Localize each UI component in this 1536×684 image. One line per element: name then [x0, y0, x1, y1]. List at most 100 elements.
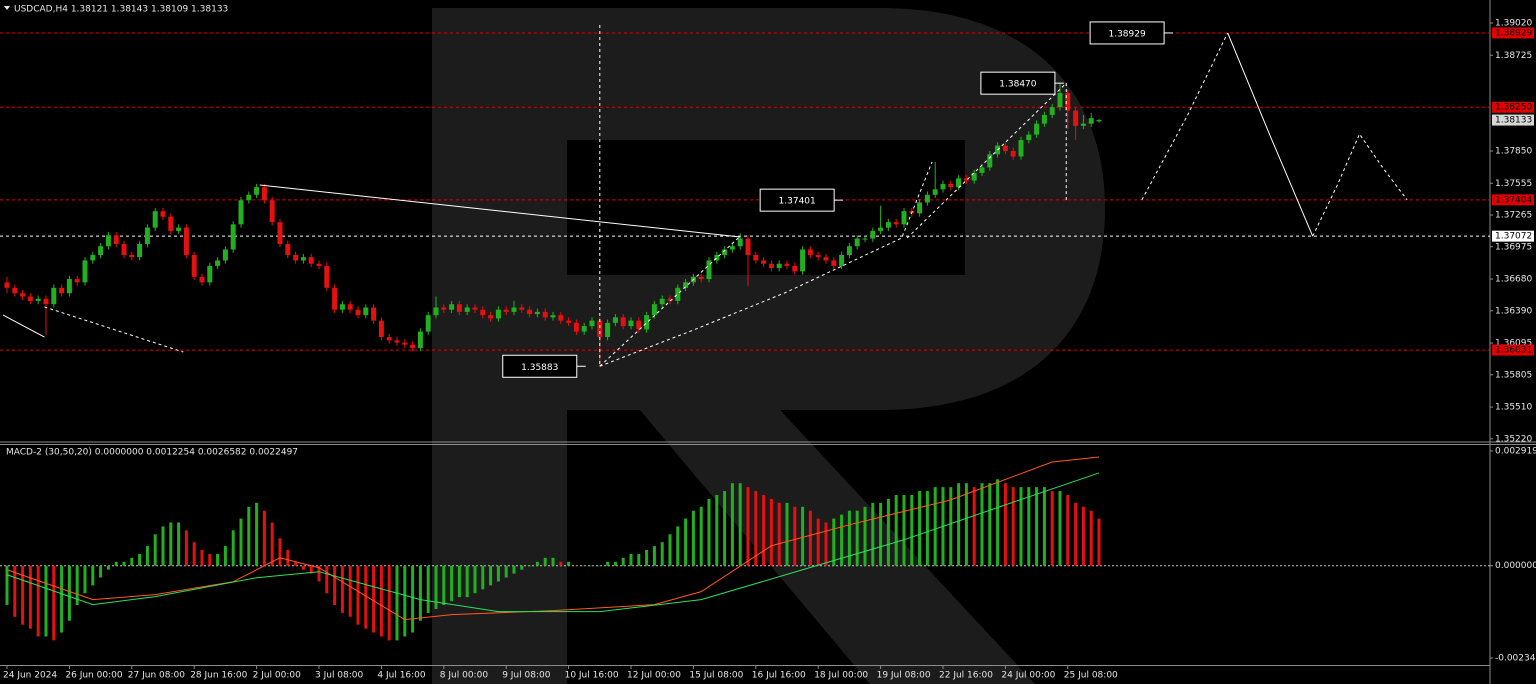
- macd-bar: [208, 553, 212, 566]
- candle-body: [137, 244, 143, 258]
- macd-bar: [1050, 491, 1054, 566]
- candle-body: [66, 279, 72, 294]
- macd-bar: [738, 483, 742, 566]
- macd-bar: [715, 494, 719, 566]
- macd-bar: [590, 565, 594, 567]
- macd-bar: [309, 565, 313, 574]
- macd-bar: [426, 565, 430, 613]
- candle-body: [683, 282, 689, 288]
- macd-bar: [496, 565, 500, 582]
- macd-bar: [177, 522, 181, 566]
- candle-body: [776, 263, 782, 269]
- price-label-box: [1492, 230, 1534, 242]
- candle-body: [495, 309, 501, 319]
- candle-body: [90, 254, 96, 261]
- macd-bar: [1019, 487, 1023, 566]
- candle-body: [144, 227, 150, 245]
- x-tick-label: 10 Jul 16:00: [565, 671, 619, 681]
- macd-bar: [138, 553, 142, 566]
- macd-bar: [114, 561, 118, 566]
- macd-bar: [574, 565, 578, 567]
- candle-body: [355, 309, 361, 316]
- trend-line: [259, 184, 741, 238]
- macd-bar: [91, 565, 95, 586]
- candle-body: [1010, 151, 1016, 157]
- candle-body: [183, 227, 189, 255]
- candle-body: [316, 263, 322, 266]
- annotation-label: 1.35883: [521, 363, 558, 373]
- macd-bar: [1089, 510, 1093, 566]
- candle-body: [293, 254, 299, 261]
- macd-bar: [535, 561, 539, 566]
- candle-body: [121, 244, 127, 255]
- macd-bar: [239, 518, 243, 566]
- macd-bar: [684, 518, 688, 566]
- x-tick-label: 3 Jul 08:00: [315, 671, 364, 681]
- candle-body: [940, 183, 946, 190]
- macd-bar: [730, 483, 734, 566]
- macd-bar: [278, 538, 282, 566]
- macd-bar: [793, 506, 797, 566]
- macd-bar: [918, 491, 922, 566]
- candle-body: [636, 320, 642, 330]
- macd-bar: [652, 546, 656, 566]
- candle-body: [277, 222, 283, 245]
- candle-body: [324, 265, 330, 288]
- macd-bar: [1003, 483, 1007, 566]
- x-tick-label: 22 Jul 16:00: [939, 671, 993, 681]
- macd-bar: [473, 565, 477, 594]
- macd-bar: [933, 487, 937, 566]
- macd-bar: [543, 557, 547, 566]
- macd-bar: [340, 565, 344, 613]
- candle-body: [152, 211, 158, 228]
- price-label: 1.37072: [1495, 232, 1532, 242]
- macd-bar: [645, 550, 649, 566]
- macd-bar: [457, 565, 461, 598]
- candle-body: [807, 249, 813, 255]
- candle-body: [971, 172, 977, 181]
- macd-bar: [317, 565, 321, 582]
- candle-body: [1088, 118, 1094, 124]
- macd-bar: [832, 518, 836, 566]
- candle-body: [612, 317, 618, 323]
- price-label: 1.38250: [1495, 103, 1532, 113]
- macd-bar: [894, 494, 898, 566]
- macd-y-tick-label: 0.0000000: [1495, 561, 1536, 571]
- x-tick-label: 12 Jul 00:00: [627, 671, 681, 681]
- candle-body: [207, 265, 213, 283]
- macd-bar: [699, 506, 703, 566]
- macd-bar: [910, 494, 914, 566]
- y-tick-label: 1.37850: [1495, 147, 1532, 157]
- macd-bar: [294, 561, 298, 566]
- macd-bar: [153, 534, 157, 566]
- menu-triangle[interactable]: [4, 6, 10, 10]
- macd-bar: [411, 565, 415, 633]
- candle-body: [168, 216, 174, 231]
- macd-bar: [333, 565, 337, 606]
- candle-body: [246, 194, 252, 201]
- candle-body: [511, 307, 517, 312]
- macd-bar: [582, 565, 586, 567]
- macd-bar: [145, 546, 149, 566]
- macd-bar: [28, 565, 32, 629]
- candle-body: [870, 230, 876, 239]
- candle-body: [573, 322, 579, 332]
- candle-body: [51, 287, 57, 305]
- candle-body: [332, 287, 338, 310]
- candle-body: [4, 282, 10, 288]
- candle-body: [456, 304, 462, 312]
- macd-bar: [372, 565, 376, 633]
- candle-body: [410, 344, 416, 348]
- candle-body: [480, 309, 486, 316]
- annotation-label: 1.38470: [999, 80, 1036, 90]
- macd-bar: [863, 506, 867, 566]
- candle-body: [550, 315, 556, 318]
- macd-bar: [723, 491, 727, 566]
- candle-body: [1049, 107, 1055, 115]
- candle-body: [698, 276, 704, 280]
- macd-bar: [925, 491, 929, 566]
- candle-body: [893, 222, 899, 225]
- candle-body: [1002, 145, 1008, 152]
- candle-body: [1073, 110, 1079, 126]
- macd-bar: [1042, 487, 1046, 566]
